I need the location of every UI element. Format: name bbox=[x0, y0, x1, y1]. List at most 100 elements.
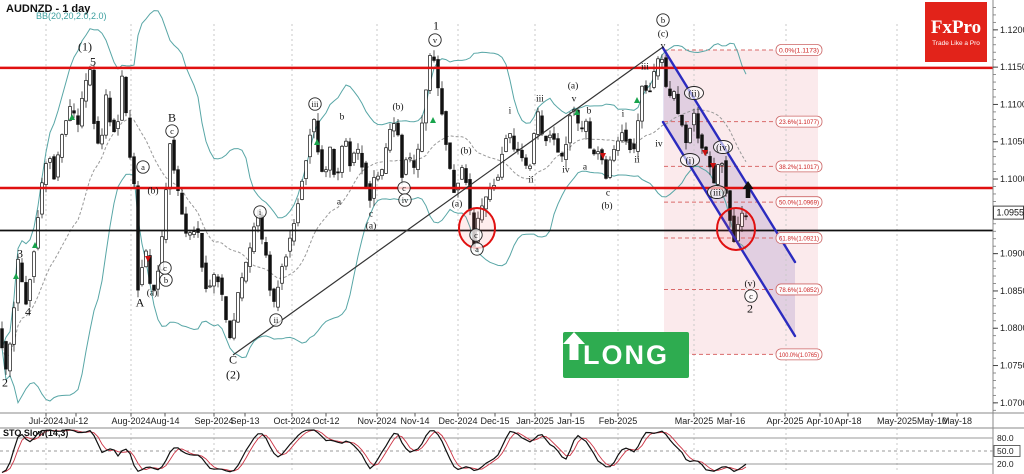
svg-text:ii: ii bbox=[634, 155, 640, 165]
bb-indicator-label: BB(20,20,2.0,2.0) bbox=[36, 11, 107, 21]
svg-text:1: 1 bbox=[433, 18, 439, 32]
svg-text:1.1150: 1.1150 bbox=[1000, 62, 1024, 72]
svg-text:Apr-2025: Apr-2025 bbox=[766, 416, 803, 426]
svg-text:Aug-14: Aug-14 bbox=[150, 416, 179, 426]
svg-text:Jul-12: Jul-12 bbox=[64, 416, 89, 426]
svg-text:ii: ii bbox=[528, 175, 534, 185]
svg-text:Nov-14: Nov-14 bbox=[400, 416, 429, 426]
svg-text:Sep-13: Sep-13 bbox=[230, 416, 259, 426]
svg-text:50.0: 50.0 bbox=[997, 446, 1014, 456]
svg-text:(a): (a) bbox=[366, 220, 377, 231]
svg-text:(a): (a) bbox=[568, 80, 579, 91]
svg-text:1.0900: 1.0900 bbox=[1000, 249, 1024, 259]
svg-text:iv: iv bbox=[562, 165, 570, 175]
svg-text:i: i bbox=[259, 207, 262, 217]
svg-text:a: a bbox=[141, 162, 145, 172]
fxpro-logo-text: FxPro bbox=[930, 16, 982, 38]
svg-text:c: c bbox=[474, 230, 478, 240]
svg-text:c: c bbox=[606, 188, 610, 198]
fxpro-tagline: Trade Like a Pro bbox=[932, 39, 980, 47]
svg-text:Sep-2024: Sep-2024 bbox=[194, 416, 233, 426]
svg-text:a: a bbox=[475, 244, 479, 254]
svg-text:23.6%(1.1077): 23.6%(1.1077) bbox=[779, 119, 819, 126]
svg-text:a: a bbox=[583, 162, 588, 172]
svg-text:Jan-2025: Jan-2025 bbox=[516, 416, 554, 426]
svg-text:2: 2 bbox=[747, 301, 753, 315]
svg-text:v: v bbox=[661, 41, 666, 51]
svg-text:Jan-15: Jan-15 bbox=[557, 416, 585, 426]
svg-text:v: v bbox=[572, 94, 577, 104]
svg-text:(a): (a) bbox=[147, 287, 158, 298]
svg-text:Mar-16: Mar-16 bbox=[717, 416, 746, 426]
svg-text:b: b bbox=[661, 15, 665, 25]
svg-text:May-18: May-18 bbox=[942, 416, 972, 426]
svg-text:Mar-2025: Mar-2025 bbox=[675, 416, 714, 426]
svg-text:Apr-18: Apr-18 bbox=[834, 416, 861, 426]
date-axis: Jul-2024 Jul-12 Aug-2024 Aug-14 Sep-2024Sep-… bbox=[29, 413, 972, 426]
svg-text:May-10: May-10 bbox=[917, 416, 947, 426]
trade-markers bbox=[13, 97, 754, 279]
fxpro-logo: FxPro Trade Like a Pro bbox=[925, 2, 987, 62]
sto-indicator-label: STO Slow(14,3) bbox=[3, 428, 69, 438]
svg-text:20.0: 20.0 bbox=[997, 459, 1014, 469]
svg-text:b: b bbox=[164, 275, 168, 285]
svg-text:5: 5 bbox=[90, 54, 96, 68]
svg-text:Dec-2024: Dec-2024 bbox=[438, 416, 477, 426]
long-signal-label: LONG bbox=[583, 339, 669, 370]
svg-text:100.0%(1.0765): 100.0%(1.0765) bbox=[779, 352, 819, 359]
svg-text:Apr-10: Apr-10 bbox=[806, 416, 833, 426]
svg-text:Feb-2025: Feb-2025 bbox=[599, 416, 638, 426]
svg-text:(ii): (ii) bbox=[688, 88, 700, 99]
svg-text:b: b bbox=[587, 106, 592, 116]
svg-text:1.0800: 1.0800 bbox=[1000, 323, 1024, 333]
svg-text:c: c bbox=[402, 183, 406, 193]
svg-text:Jul-2024: Jul-2024 bbox=[29, 416, 64, 426]
svg-text:May-2025: May-2025 bbox=[877, 416, 917, 426]
svg-text:b: b bbox=[340, 112, 345, 122]
svg-text:(b): (b) bbox=[392, 101, 403, 112]
svg-text:v: v bbox=[433, 35, 438, 45]
svg-text:(c): (c) bbox=[658, 28, 669, 39]
svg-text:Dec-15: Dec-15 bbox=[480, 416, 509, 426]
svg-text:38.2%(1.1017): 38.2%(1.1017) bbox=[779, 164, 819, 171]
svg-text:(iii): (iii) bbox=[710, 187, 724, 198]
svg-text:Nov-2024: Nov-2024 bbox=[357, 416, 396, 426]
svg-text:(b): (b) bbox=[601, 200, 612, 211]
svg-text:c: c bbox=[369, 209, 373, 219]
svg-text:iii: iii bbox=[536, 94, 544, 104]
svg-text:iv: iv bbox=[402, 195, 409, 205]
svg-text:(iv): (iv) bbox=[716, 142, 730, 153]
svg-text:A: A bbox=[136, 295, 145, 309]
svg-text:iii: iii bbox=[641, 62, 649, 72]
price-axis: 1.1200 1.1150 1.1100 1.1050 1.1000 1.0900 1.08… bbox=[993, 7, 1024, 411]
svg-text:B: B bbox=[168, 110, 176, 124]
svg-text:4: 4 bbox=[25, 304, 31, 318]
symbol-title: AUDNZD - 1 day bbox=[6, 3, 91, 15]
svg-text:(v): (v) bbox=[744, 278, 755, 289]
svg-text:1.1200: 1.1200 bbox=[1000, 25, 1024, 35]
svg-text:i: i bbox=[622, 109, 625, 119]
svg-text:Oct-12: Oct-12 bbox=[312, 416, 339, 426]
fib-labels: 0.0%(1.1173) 23.6%(1.1077) 38.2%(1.1017) 50… bbox=[775, 44, 823, 361]
svg-text:1.1050: 1.1050 bbox=[1000, 137, 1024, 147]
highlight-circles bbox=[458, 207, 756, 251]
svg-text:c: c bbox=[170, 126, 174, 136]
up-arrow-icon bbox=[563, 332, 585, 360]
svg-text:a: a bbox=[337, 197, 342, 207]
svg-text:(2): (2) bbox=[226, 367, 240, 381]
svg-text:ii: ii bbox=[274, 315, 279, 325]
svg-text:C: C bbox=[229, 352, 237, 366]
svg-text:c: c bbox=[163, 263, 167, 273]
svg-text:Oct-2024: Oct-2024 bbox=[273, 416, 310, 426]
trendline bbox=[232, 46, 664, 356]
svg-text:1.0955: 1.0955 bbox=[997, 208, 1024, 218]
svg-text:78.6%(1.0852): 78.6%(1.0852) bbox=[779, 287, 819, 294]
svg-text:3: 3 bbox=[17, 246, 23, 260]
candles-layer bbox=[0, 50, 748, 378]
svg-text:2: 2 bbox=[2, 375, 8, 389]
svg-text:1.0700: 1.0700 bbox=[1000, 398, 1024, 408]
svg-text:(b): (b) bbox=[147, 185, 158, 196]
